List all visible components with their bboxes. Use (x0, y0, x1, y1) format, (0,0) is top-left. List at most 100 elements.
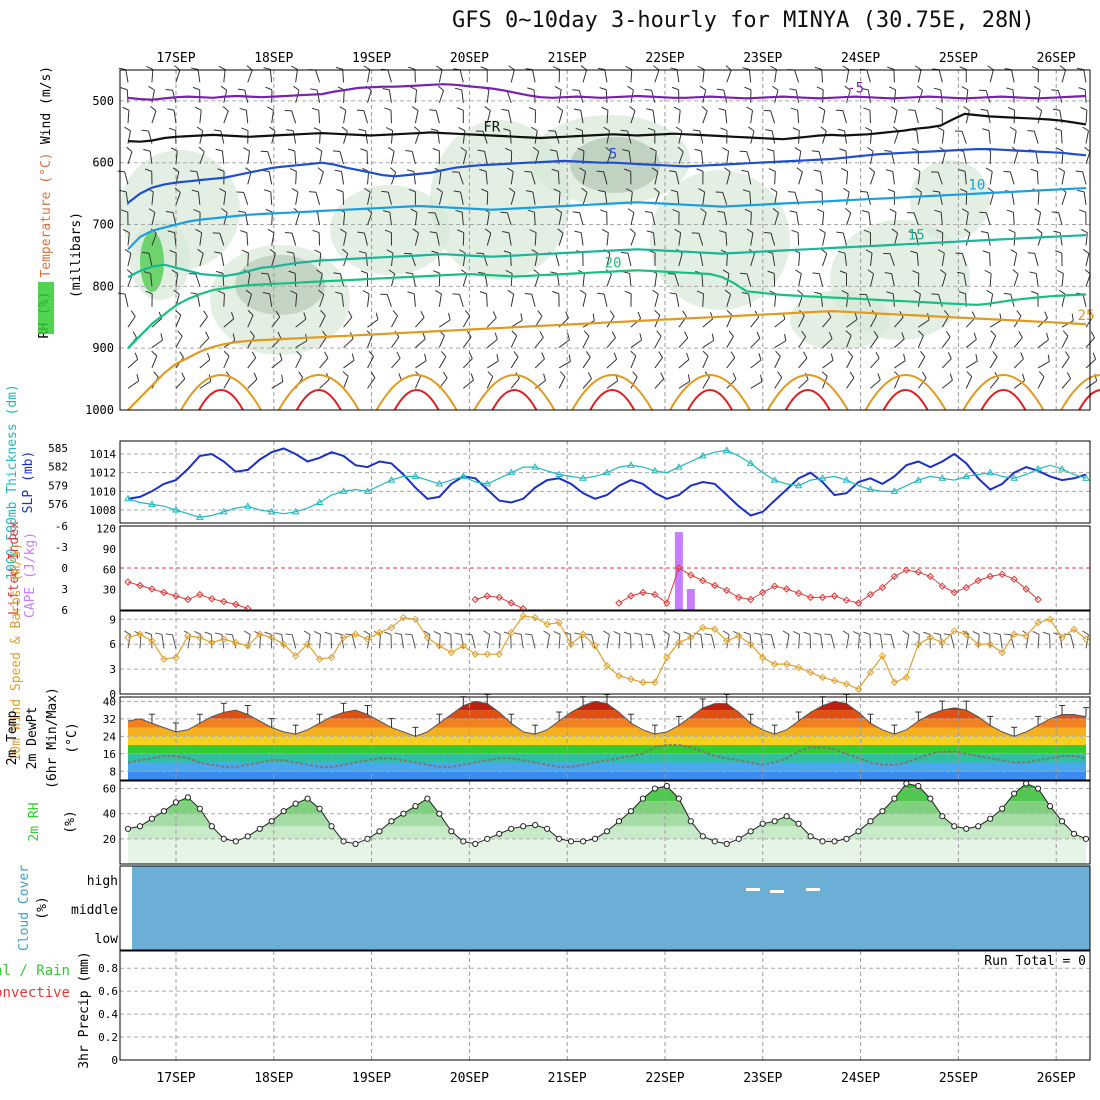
temp-band (128, 753, 1086, 763)
cloud-unit-label: (%) (35, 896, 50, 919)
wind-barb-flag (597, 292, 605, 295)
wind-barb-flag (887, 188, 895, 193)
wind-barb-flag (579, 167, 586, 173)
wind-barb (674, 273, 680, 287)
wind-barb-flag (886, 291, 894, 295)
wind-barb-flag (1071, 313, 1074, 321)
rh-point (364, 835, 371, 842)
rh-shade (330, 185, 450, 275)
wind-barb (869, 151, 874, 165)
wind-barb (367, 90, 372, 103)
wind-barb (367, 212, 373, 226)
wind-barb-flag (433, 270, 440, 274)
wind-barb-flag (639, 333, 643, 341)
thickness-point (1010, 474, 1019, 481)
wind-barb (498, 634, 501, 649)
cloud-cover-fill (132, 866, 1090, 950)
wind-barb (630, 233, 636, 246)
wind-speed-point (723, 637, 731, 645)
wind-barb (295, 212, 300, 226)
wind-barb (580, 634, 584, 649)
wind-barb-flag (935, 107, 943, 111)
wind-barb-flag (1020, 352, 1024, 360)
wind-barb (914, 110, 919, 124)
wind-barb (1034, 253, 1039, 267)
wind-barb-flag (412, 228, 419, 234)
wind-barb-flag (247, 310, 254, 316)
wind-barb-flag (340, 228, 347, 234)
wind-barb (172, 634, 177, 649)
wind-barb-flag (599, 87, 607, 91)
wind-barb (750, 253, 755, 267)
wind-barb (460, 191, 464, 205)
wind-barb-flag (605, 146, 612, 152)
wind-speed-point (711, 625, 719, 633)
wind-barb (604, 69, 608, 83)
wind-barb-flag (225, 633, 233, 636)
wind-barb (414, 212, 418, 226)
wind-barb-flag (222, 105, 229, 112)
wind-barb (796, 212, 800, 226)
thickness-point (1034, 464, 1042, 472)
wind-barb (700, 150, 704, 165)
temperature-contour-surface (393, 389, 440, 411)
wind-speed-point (148, 637, 156, 645)
thickness-point (124, 494, 132, 502)
wind-barb (367, 293, 370, 307)
wind-barb (1037, 361, 1050, 369)
x-tick-label: 24SEP (841, 51, 880, 66)
wind-barb (654, 150, 657, 165)
wind-barb (364, 130, 368, 144)
wind-barb-flag (861, 210, 869, 213)
wind-barb (555, 253, 560, 267)
wind-barb (666, 634, 670, 649)
wind-barb (458, 171, 464, 185)
wind-barb-flag (670, 189, 678, 193)
wind-barb-flag (990, 330, 997, 337)
wind-barb (749, 191, 752, 205)
pressure-tick-label: 500 (92, 94, 114, 108)
wind-barb-flag (949, 373, 953, 381)
wind-barb (199, 253, 204, 267)
wind-barb-flag (541, 352, 545, 360)
wind-barb-flag (1003, 633, 1011, 636)
wind-barb-flag (885, 169, 893, 172)
wind-barb (531, 294, 536, 307)
cape-bar (686, 589, 695, 610)
wind-barb (414, 89, 418, 103)
wind-barb-flag (194, 630, 202, 635)
wind-barb-flag (483, 630, 490, 635)
wind-barb-flag (1059, 65, 1066, 71)
wind-barb-flag (291, 187, 299, 193)
thickness-point (770, 476, 779, 483)
thickness-point (148, 500, 156, 507)
wind-barb (939, 191, 943, 205)
wind-speed-point (914, 640, 923, 648)
rh-point (795, 820, 802, 827)
wind-barb (438, 335, 445, 348)
rh-point (388, 818, 395, 825)
wind-barb-flag (598, 189, 606, 193)
wind-barb-flag (289, 168, 297, 172)
thickness-point (219, 507, 228, 515)
rh-frame (119, 780, 1091, 865)
wind-barb-flag (962, 630, 969, 635)
wind-barb (462, 151, 467, 165)
wind-barb (893, 212, 897, 226)
wind-barb-flag (1022, 373, 1026, 381)
wind-barb (271, 253, 276, 267)
wind-barb (127, 151, 133, 165)
wind-tick-label: 0 (109, 688, 116, 701)
thickness-axis-label: 1000-500mb Thickness (dm) (5, 384, 20, 580)
wind-barb (486, 360, 499, 369)
wind-barb (678, 253, 683, 267)
wind-barb-flag (717, 210, 725, 213)
wind-barb (223, 212, 228, 226)
wind-barb (127, 253, 132, 267)
rh-point (232, 838, 239, 845)
wind-barb-flag (422, 332, 426, 340)
wind-barb (438, 192, 443, 205)
wind-barb-flag (312, 229, 320, 234)
wind-barb (434, 212, 440, 226)
wind-barb (414, 232, 420, 246)
